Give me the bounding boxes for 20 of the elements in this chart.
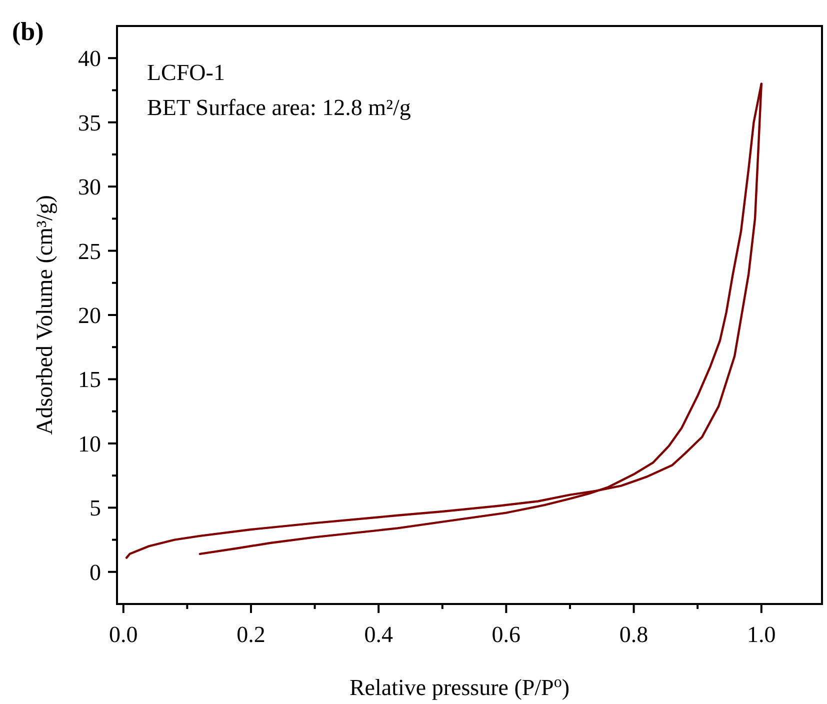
- x-tick-label: 1.0: [747, 622, 776, 647]
- y-tick-label: 40: [78, 46, 101, 72]
- y-tick-label: 35: [78, 110, 101, 136]
- text: (b): [12, 17, 44, 46]
- y-tick-label: 20: [78, 303, 101, 328]
- x-tick-label: 0.4: [364, 622, 394, 647]
- x-tick-label: 0.6: [492, 622, 521, 647]
- x-tick-label: 0.8: [619, 622, 648, 647]
- y-axis-title: Adsorbed Volume (cm³/g): [32, 195, 57, 435]
- y-tick-label: 0: [90, 560, 101, 585]
- y-tick-label: 15: [78, 367, 101, 392]
- y-tick-label: 5: [90, 496, 101, 521]
- x-axis-title: Relative pressure (P/P$^{o}$): [349, 674, 570, 700]
- x-tick-label: 0.2: [236, 622, 266, 647]
- x-tick-label: 0.0: [109, 622, 138, 647]
- y-tick-label: 30: [78, 174, 101, 200]
- y-tick-label: 25: [78, 238, 101, 264]
- annotation: LCFO-1: [147, 60, 225, 85]
- y-tick-label: 10: [78, 431, 101, 456]
- annotation: BET Surface area: 12.8 m²/g: [147, 95, 412, 120]
